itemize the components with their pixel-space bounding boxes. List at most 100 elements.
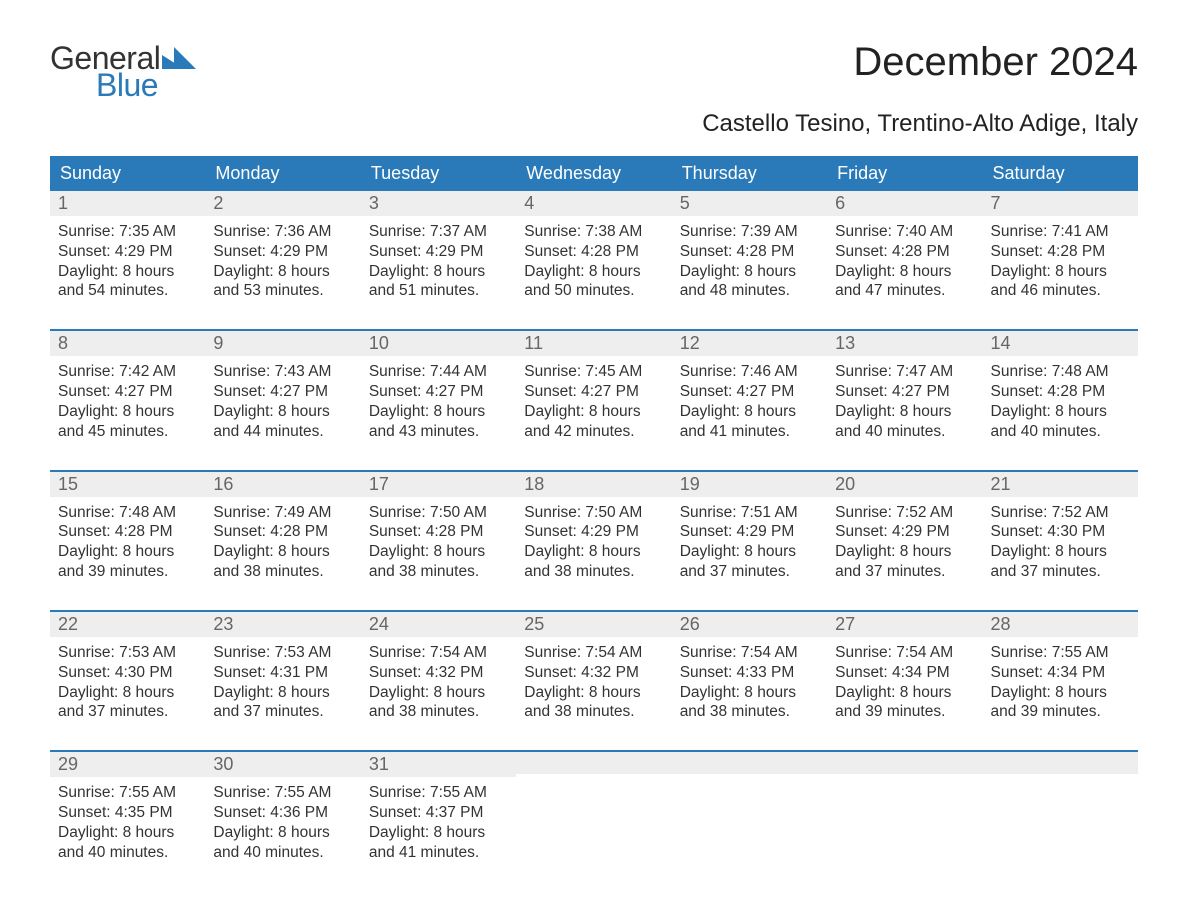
calendar-day-cell [983,752,1138,868]
day-line-d1: Daylight: 8 hours [991,402,1130,422]
day-body: Sunrise: 7:38 AMSunset: 4:28 PMDaylight:… [516,216,671,307]
day-body: Sunrise: 7:52 AMSunset: 4:30 PMDaylight:… [983,497,1138,588]
calendar-day-cell: 7Sunrise: 7:41 AMSunset: 4:28 PMDaylight… [983,191,1138,307]
day-line-sr: Sunrise: 7:49 AM [213,503,352,523]
day-line-sr: Sunrise: 7:45 AM [524,362,663,382]
day-number: 27 [835,614,855,634]
calendar-day-cell: 25 Sunrise: 7:54 AMSunset: 4:32 PMDayligh… [516,612,671,728]
day-number: 23 [213,614,233,634]
day-body: Sunrise: 7:39 AMSunset: 4:28 PMDaylight:… [672,216,827,307]
day-line-ss: Sunset: 4:27 PM [58,382,197,402]
day-number-row: 15 [50,472,205,497]
day-line-ss: Sunset: 4:29 PM [680,522,819,542]
day-line-d2: and 39 minutes. [835,702,974,722]
day-line-sr: Sunrise: 7:54 AM [524,643,663,663]
calendar-day-cell: 26Sunrise: 7:54 AMSunset: 4:33 PMDayligh… [672,612,827,728]
day-body: Sunrise: 7:52 AMSunset: 4:29 PMDaylight:… [827,497,982,588]
day-line-d2: and 47 minutes. [835,281,974,301]
day-header-monday: Monday [205,156,360,191]
calendar-week: 22 Sunrise: 7:53 AM Sunset: 4:30 PM Dayligh… [50,610,1138,728]
day-line-ss: Sunset: 4:30 PM [58,663,197,683]
calendar-day-cell: 20 Sunrise: 7:52 AMSunset: 4:29 PMDayligh… [827,472,982,588]
calendar-day-cell: 30Sunrise: 7:55 AMSunset: 4:36 PMDayligh… [205,752,360,868]
logo-text-blue: Blue [96,67,158,104]
day-number-row: 11 [516,331,671,356]
day-number: 25 [524,614,544,634]
day-number-row: 2 [205,191,360,216]
calendar-day-cell: 17Sunrise: 7:50 AMSunset: 4:28 PMDayligh… [361,472,516,588]
day-line-d1: Daylight: 8 hours [524,542,663,562]
day-line-ss: Sunset: 4:37 PM [369,803,508,823]
day-line-d2: and 38 minutes. [524,702,663,722]
day-line-ss: Sunset: 4:28 PM [58,522,197,542]
day-line-sr: Sunrise: 7:43 AM [213,362,352,382]
day-number-row: 1 [50,191,205,216]
day-line-sr: Sunrise: 7:53 AM [213,643,352,663]
day-body: Sunrise: 7:55 AMSunset: 4:35 PMDaylight:… [50,777,205,868]
calendar-day-cell: 31Sunrise: 7:55 AMSunset: 4:37 PMDayligh… [361,752,516,868]
day-line-ss: Sunset: 4:36 PM [213,803,352,823]
calendar-day-cell: 29Sunrise: 7:55 AMSunset: 4:35 PMDayligh… [50,752,205,868]
day-body: Sunrise: 7:47 AMSunset: 4:27 PMDaylight:… [827,356,982,447]
day-body-empty [827,774,982,844]
day-line-d1: Daylight: 8 hours [213,823,352,843]
day-line-ss: Sunset: 4:29 PM [369,242,508,262]
day-line-d1: Daylight: 8 hours [991,262,1130,282]
day-line-ss: Sunset: 4:33 PM [680,663,819,683]
day-body: Sunrise: 7:55 AMSunset: 4:36 PMDaylight:… [205,777,360,868]
day-number: 22 [58,614,78,634]
day-body: Sunrise: 7:37 AMSunset: 4:29 PMDaylight:… [361,216,516,307]
day-number: 26 [680,614,700,634]
calendar-day-cell: 8Sunrise: 7:42 AMSunset: 4:27 PMDaylight… [50,331,205,447]
day-line-sr: Sunrise: 7:36 AM [213,222,352,242]
day-line-d2: and 37 minutes. [213,702,352,722]
calendar-day-cell: 24Sunrise: 7:54 AMSunset: 4:32 PMDayligh… [361,612,516,728]
day-number: 20 [835,474,855,494]
calendar-day-cell: 28Sunrise: 7:55 AMSunset: 4:34 PMDayligh… [983,612,1138,728]
day-number: 8 [58,333,68,353]
day-number-row: 13 [827,331,982,356]
calendar-day-cell: 11Sunrise: 7:45 AMSunset: 4:27 PMDayligh… [516,331,671,447]
day-line-d1: Daylight: 8 hours [58,542,197,562]
day-line-sr: Sunrise: 7:48 AM [991,362,1130,382]
day-line-d2: and 38 minutes. [213,562,352,582]
day-line-ss: Sunset: 4:27 PM [369,382,508,402]
day-line-ss: Sunset: 4:29 PM [58,242,197,262]
day-line-ss: Sunset: 4:31 PM [213,663,352,683]
day-number: 17 [369,474,389,494]
day-body: Sunrise: 7:46 AMSunset: 4:27 PMDaylight:… [672,356,827,447]
day-line-d1: Daylight: 8 hours [524,402,663,422]
calendar-header-row: Sunday Monday Tuesday Wednesday Thursday… [50,156,1138,191]
day-line-sr: Sunrise: 7:37 AM [369,222,508,242]
day-line-d2: and 44 minutes. [213,422,352,442]
day-line-d1: Daylight: 8 hours [835,262,974,282]
day-line-d2: and 41 minutes. [680,422,819,442]
day-line-d1: Daylight: 8 hours [524,683,663,703]
day-body: Sunrise: 7:41 AMSunset: 4:28 PMDaylight:… [983,216,1138,307]
logo-shape-icon [162,47,196,74]
calendar-day-cell: 23Sunrise: 7:53 AMSunset: 4:31 PMDayligh… [205,612,360,728]
day-line-ss: Sunset: 4:29 PM [213,242,352,262]
calendar-day-cell: 4Sunrise: 7:38 AMSunset: 4:28 PMDaylight… [516,191,671,307]
day-line-d2: and 51 minutes. [369,281,508,301]
day-number-row: 28 [983,612,1138,637]
day-line-ss: Sunset: 4:32 PM [524,663,663,683]
calendar-day-cell: 14Sunrise: 7:48 AMSunset: 4:28 PMDayligh… [983,331,1138,447]
day-body: Sunrise: 7:55 AMSunset: 4:34 PMDaylight:… [983,637,1138,728]
day-line-d2: and 37 minutes. [991,562,1130,582]
day-line-sr: Sunrise: 7:47 AM [835,362,974,382]
day-body: Sunrise: 7:35 AMSunset: 4:29 PMDaylight:… [50,216,205,307]
day-line-d2: and 53 minutes. [213,281,352,301]
location-subtitle: Castello Tesino, Trentino-Alto Adige, It… [50,110,1138,138]
calendar-day-cell: 19Sunrise: 7:51 AMSunset: 4:29 PMDayligh… [672,472,827,588]
calendar-day-cell: 12Sunrise: 7:46 AMSunset: 4:27 PMDayligh… [672,331,827,447]
day-line-ss: Sunset: 4:32 PM [369,663,508,683]
day-line-d2: and 40 minutes. [991,422,1130,442]
day-number: 5 [680,193,690,213]
calendar-week: 29Sunrise: 7:55 AMSunset: 4:35 PMDayligh… [50,750,1138,868]
day-line-d2: and 38 minutes. [369,702,508,722]
day-line-d1: Daylight: 8 hours [369,823,508,843]
day-body: Sunrise: 7:45 AMSunset: 4:27 PMDaylight:… [516,356,671,447]
day-line-d2: and 37 minutes. [835,562,974,582]
calendar-day-cell: 5 Sunrise: 7:39 AMSunset: 4:28 PMDaylight… [672,191,827,307]
